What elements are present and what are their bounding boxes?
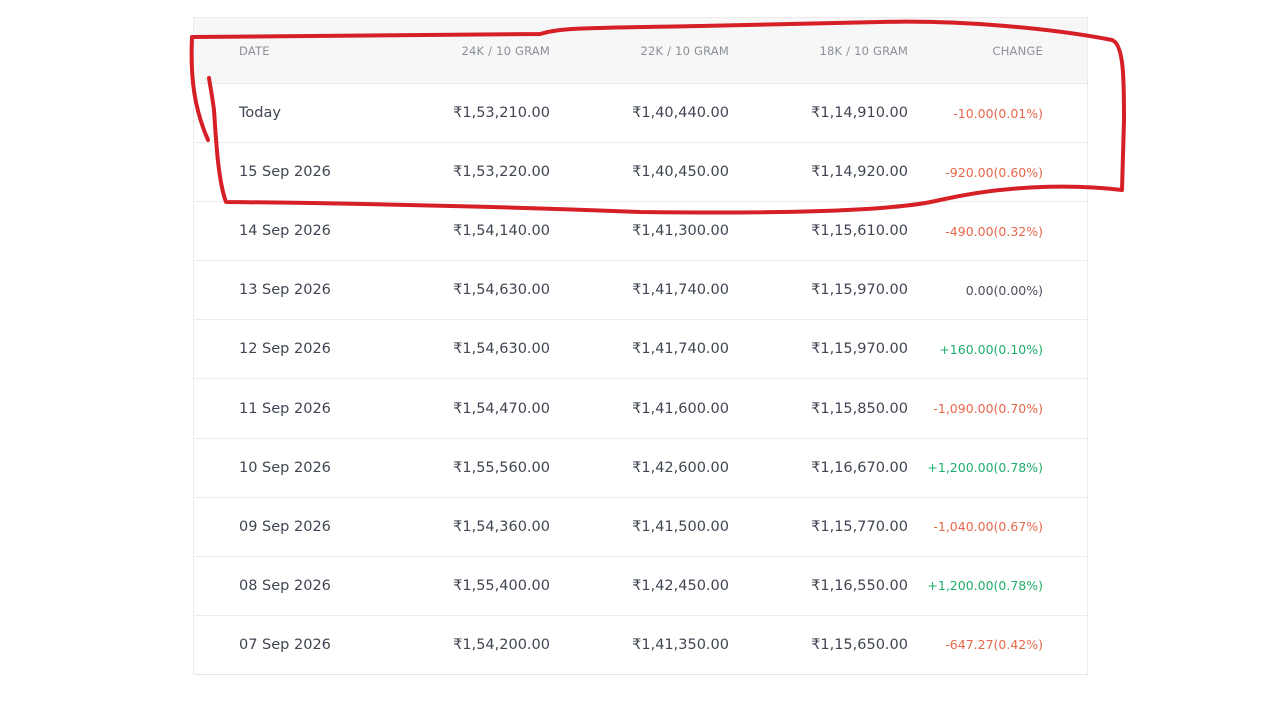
price-table: DATE 24K / 10 GRAM 22K / 10 GRAM 18K / 10 G… [193,17,1088,675]
table-cell: ₹1,40,450.00 [632,164,729,181]
table-cell: ₹1,54,630.00 [453,341,550,358]
table-cell: ₹1,54,630.00 [453,282,550,299]
table-cell: 07 Sep 2026 [239,636,331,653]
table-cell: ₹1,15,970.00 [811,341,908,358]
table-cell: ₹1,41,740.00 [632,282,729,299]
table-cell: ₹1,55,560.00 [453,459,550,476]
table-row: 11 Sep 2026 ₹1,54,470.00 ₹1,41,600.00 ₹1,15… [194,378,1087,437]
table-cell: ₹1,41,350.00 [632,636,729,653]
change-cell: +160.00(0.10%) [939,341,1043,357]
table-cell: 14 Sep 2026 [239,223,331,240]
table-row: 13 Sep 2026 ₹1,54,630.00 ₹1,41,740.00 ₹1,15… [194,260,1087,319]
change-cell: -1,090.00(0.70%) [933,401,1043,417]
table-cell: ₹1,53,210.00 [453,105,550,122]
table-cell: 09 Sep 2026 [239,518,331,535]
table-cell: ₹1,14,920.00 [811,164,908,181]
table-cell: 11 Sep 2026 [239,400,331,417]
table-row: 09 Sep 2026 ₹1,54,360.00 ₹1,41,500.00 ₹1,15… [194,496,1087,556]
header-cell: DATE [239,43,270,58]
table-cell: ₹1,14,910.00 [811,105,908,122]
table-row: 12 Sep 2026 ₹1,54,630.00 ₹1,41,740.00 ₹1,15… [194,319,1087,378]
table-cell: 13 Sep 2026 [239,282,331,299]
table-row: 14 Sep 2026 ₹1,54,140.00 ₹1,41,300.00 ₹1,15… [194,201,1087,260]
table-cell: 10 Sep 2026 [239,459,331,476]
change-cell: +1,200.00(0.78%) [927,460,1043,476]
change-cell: -490.00(0.32%) [945,223,1043,239]
table-cell: ₹1,54,360.00 [453,518,550,535]
table-cell: ₹1,15,610.00 [811,223,908,240]
table-cell: ₹1,41,500.00 [632,518,729,535]
change-cell: -10.00(0.01%) [953,105,1043,121]
header-cell: 18K / 10 GRAM [819,43,908,58]
table-cell: ₹1,54,140.00 [453,223,550,240]
table-cell: ₹1,55,400.00 [453,577,550,594]
table-row: Today ₹1,53,210.00 ₹1,40,440.00 ₹1,14,910.0… [194,83,1087,142]
table-cell: ₹1,41,740.00 [632,341,729,358]
table-cell: 08 Sep 2026 [239,577,331,594]
table-cell: ₹1,15,650.00 [811,636,908,653]
header-cell: 22K / 10 GRAM [640,43,729,58]
table-cell: 15 Sep 2026 [239,164,331,181]
table-header: DATE 24K / 10 GRAM 22K / 10 GRAM 18K / 10 G… [194,18,1087,83]
table-cell: ₹1,54,470.00 [453,400,550,417]
change-cell: -647.27(0.42%) [945,637,1043,653]
table-cell: ₹1,16,670.00 [811,459,908,476]
table-row: 15 Sep 2026 ₹1,53,220.00 ₹1,40,450.00 ₹1,14… [194,142,1087,201]
table-cell: ₹1,41,600.00 [632,400,729,417]
header-cell: 24K / 10 GRAM [461,43,550,58]
table-cell: ₹1,40,440.00 [632,105,729,122]
change-cell: -920.00(0.60%) [945,164,1043,180]
table-cell: ₹1,16,550.00 [811,577,908,594]
table-cell: ₹1,41,300.00 [632,223,729,240]
table-cell: ₹1,15,970.00 [811,282,908,299]
change-cell: +1,200.00(0.78%) [927,578,1043,594]
table-cell: Today [239,105,281,122]
table-cell: ₹1,15,770.00 [811,518,908,535]
table-row: 07 Sep 2026 ₹1,54,200.00 ₹1,41,350.00 ₹1,15… [194,614,1087,674]
table-cell: ₹1,42,600.00 [632,459,729,476]
header-cell: CHANGE [992,43,1043,58]
table-cell: ₹1,53,220.00 [453,164,550,181]
change-cell: 0.00(0.00%) [965,282,1043,298]
table-cell: 12 Sep 2026 [239,341,331,358]
table-row: 08 Sep 2026 ₹1,55,400.00 ₹1,42,450.00 ₹1,16… [194,555,1087,615]
change-cell: -1,040.00(0.67%) [933,519,1043,535]
table-cell: ₹1,54,200.00 [453,636,550,653]
table-row: 10 Sep 2026 ₹1,55,560.00 ₹1,42,600.00 ₹1,16… [194,437,1087,497]
table-cell: ₹1,42,450.00 [632,577,729,594]
table-cell: ₹1,15,850.00 [811,400,908,417]
